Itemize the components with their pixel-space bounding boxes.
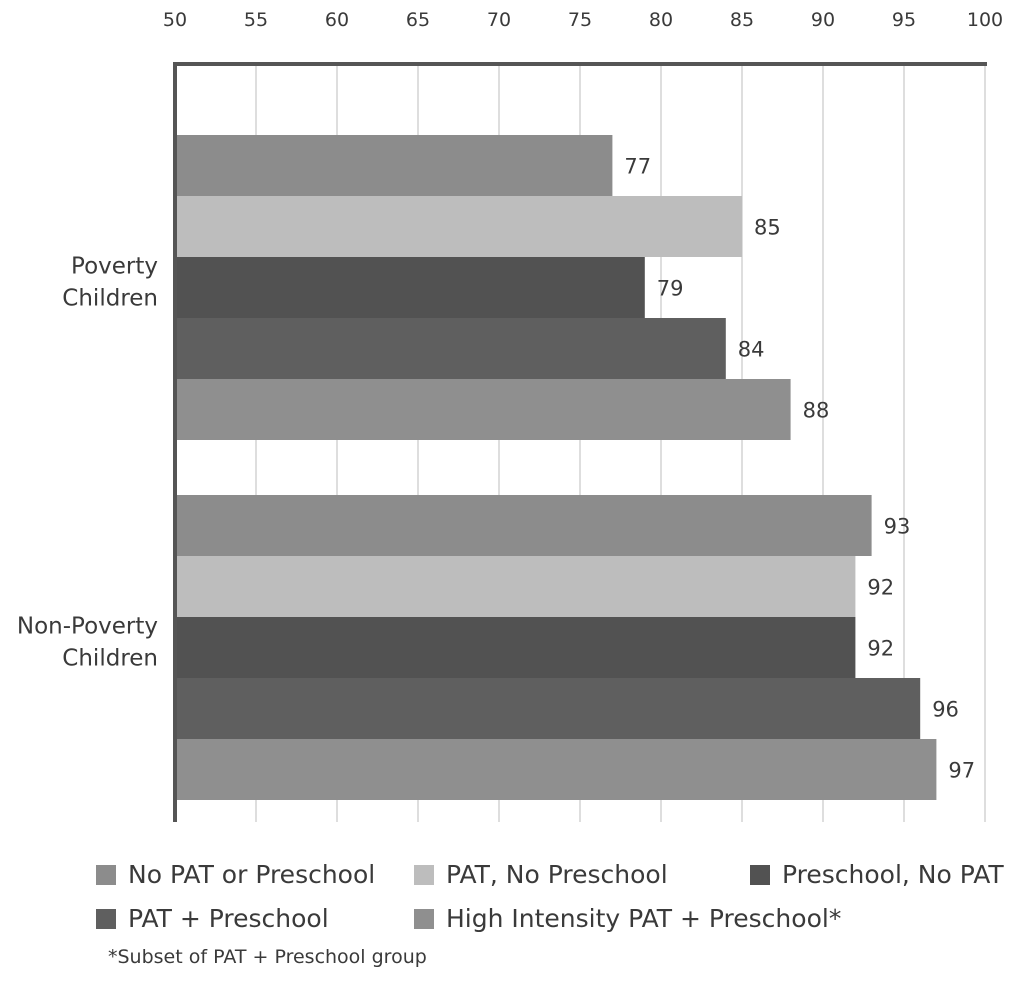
x-tick-label: 85 <box>730 9 754 31</box>
legend-label: PAT, No Preschool <box>446 860 668 889</box>
value-label: 84 <box>738 338 765 362</box>
legend-swatch <box>414 864 434 885</box>
bar <box>175 135 613 196</box>
legend-swatch <box>96 864 116 885</box>
legend-label: No PAT or Preschool <box>128 860 376 889</box>
x-tick-label: 65 <box>406 9 430 31</box>
x-tick-label: 50 <box>163 9 187 31</box>
x-tick-label: 55 <box>244 9 268 31</box>
bar <box>175 495 872 556</box>
legend-item-pat-no-preschool: PAT, No Preschool <box>414 860 668 889</box>
category-label: Children <box>62 646 158 672</box>
value-label: 92 <box>867 637 894 661</box>
legend-swatch <box>96 908 116 929</box>
category-label: Poverty <box>71 254 158 280</box>
value-label: 77 <box>624 155 651 179</box>
bar <box>175 556 856 617</box>
x-tick-label: 95 <box>892 9 916 31</box>
bar-chart: 50 55 60 65 70 75 80 85 90 95 100 77 85 79 84 88 93 92 92… <box>17 9 1003 822</box>
legend-swatch <box>414 908 434 929</box>
axes <box>173 62 987 822</box>
bars <box>175 135 937 800</box>
value-label: 85 <box>754 216 781 240</box>
x-tick-label: 80 <box>649 9 673 31</box>
legend-item-preschool-no-pat: Preschool, No PAT <box>750 860 1004 889</box>
category-labels: Poverty Children Non-Poverty Children <box>17 254 158 672</box>
x-tick-label: 60 <box>325 9 349 31</box>
bar <box>175 617 856 678</box>
legend-item-pat-plus-preschool: PAT + Preschool <box>96 904 329 933</box>
value-label: 92 <box>867 576 894 600</box>
legend-label: Preschool, No PAT <box>782 860 1004 889</box>
value-label: 96 <box>932 698 959 722</box>
value-label: 93 <box>884 515 911 539</box>
legend-swatch <box>750 864 770 885</box>
legend-label: High Intensity PAT + Preschool* <box>446 904 842 933</box>
category-label: Children <box>62 286 158 312</box>
legend-item-no-pat-or-preschool: No PAT or Preschool <box>96 860 375 889</box>
value-label: 97 <box>948 759 975 783</box>
bar <box>175 196 742 257</box>
value-labels: 77 85 79 84 88 93 92 92 96 97 <box>624 155 975 783</box>
value-label: 79 <box>657 277 684 301</box>
bar <box>175 739 937 800</box>
x-axis-ticks: 50 55 60 65 70 75 80 85 90 95 100 <box>163 9 1003 31</box>
x-tick-label: 90 <box>811 9 835 31</box>
legend-item-high-intensity: High Intensity PAT + Preschool* <box>414 904 841 933</box>
category-label: Non-Poverty <box>17 614 158 640</box>
bar <box>175 257 645 318</box>
x-tick-label: 75 <box>568 9 592 31</box>
bar <box>175 678 921 739</box>
legend-label: PAT + Preschool <box>128 904 329 933</box>
bar <box>175 318 726 379</box>
x-tick-label: 70 <box>487 9 511 31</box>
bar <box>175 379 791 440</box>
footnote: *Subset of PAT + Preschool group <box>108 946 427 968</box>
value-label: 88 <box>803 399 830 423</box>
x-tick-label: 100 <box>967 9 1003 31</box>
